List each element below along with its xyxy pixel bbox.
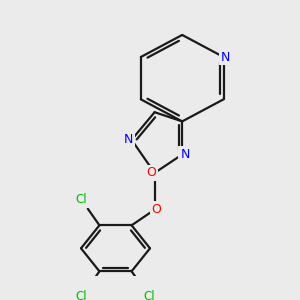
Text: O: O (152, 203, 161, 216)
Text: O: O (146, 167, 156, 179)
Text: N: N (124, 133, 134, 146)
Text: N: N (180, 148, 190, 161)
Text: Cl: Cl (76, 290, 87, 300)
Text: N: N (221, 50, 230, 64)
Text: Cl: Cl (144, 290, 155, 300)
Text: Cl: Cl (76, 193, 87, 206)
